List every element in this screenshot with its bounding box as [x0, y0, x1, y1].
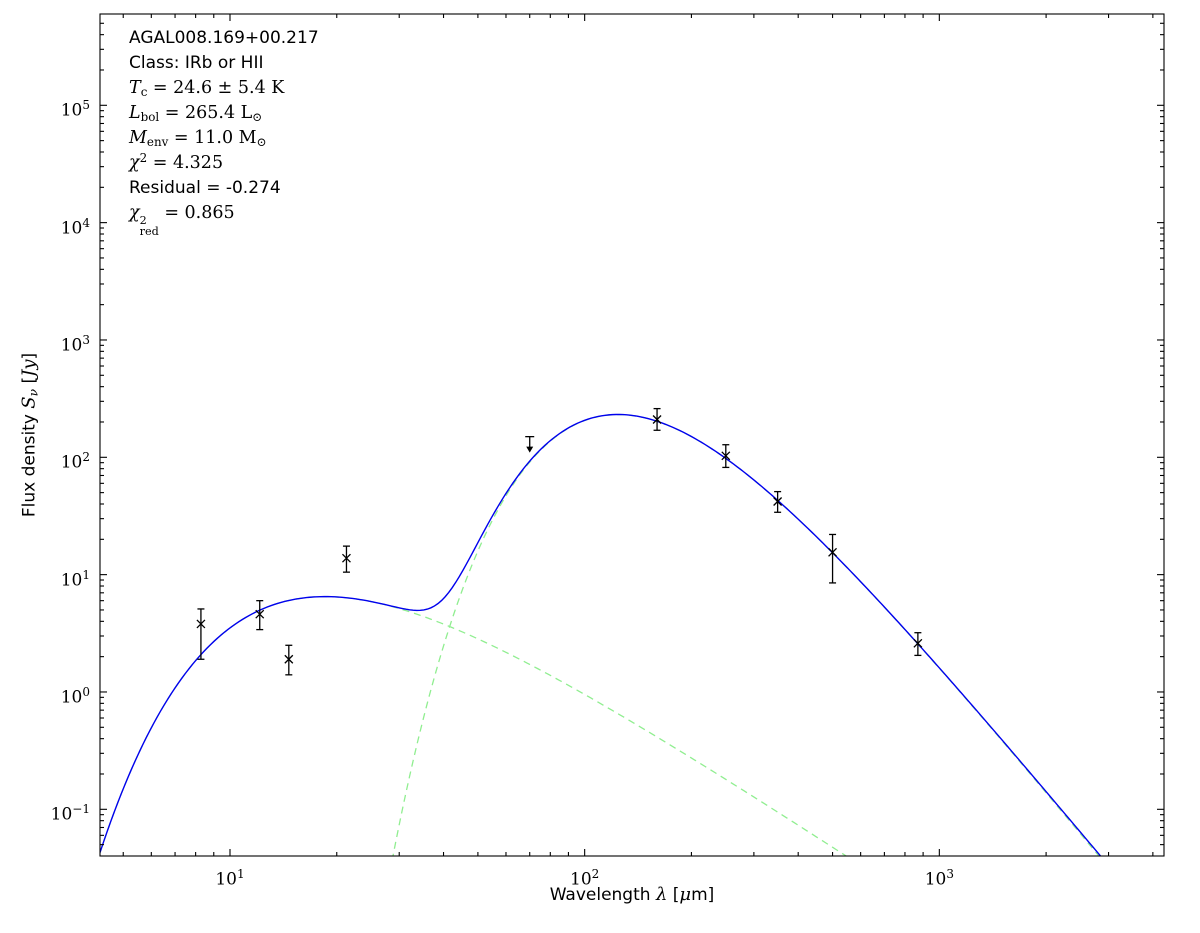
data-point [196, 608, 206, 660]
data-point [652, 407, 662, 431]
source-class: Class: IRb or HII [129, 51, 319, 76]
text-segment: χ [129, 153, 140, 173]
text-segment: M [129, 128, 147, 148]
text-segment: = 11.0 M [168, 128, 257, 148]
tick-exponent: 0 [82, 684, 90, 699]
text-segment: Wavelength [549, 885, 656, 905]
data-point [721, 444, 731, 469]
text-segment: ⊙ [256, 135, 267, 150]
data-point [828, 533, 838, 584]
tick-exponent: 2 [82, 450, 90, 465]
text-segment: χ [129, 203, 140, 223]
text-segment: λ [655, 884, 668, 905]
text-segment: T [129, 78, 141, 98]
warm-component-curve [100, 595, 848, 856]
tick-exponent: −1 [72, 802, 90, 817]
data-point [913, 632, 923, 657]
text-segment: S [18, 396, 40, 409]
y-tick-label: 100 [60, 684, 90, 708]
text-segment: = 265.4 L [159, 103, 253, 123]
text-segment: = 0.865 [158, 203, 235, 223]
text-segment: [ [19, 376, 40, 389]
total-fit-curve [100, 413, 1102, 856]
x-axis-label: Wavelength λ [μm] [550, 884, 715, 905]
text-segment: 2 [139, 151, 148, 166]
tick-exponent: 4 [82, 215, 90, 230]
envelope-mass: Menv = 11.0 M⊙ [129, 126, 319, 151]
y-tick-label: 102 [60, 450, 90, 473]
x-tick-label: 101 [215, 867, 245, 890]
text-segment: = 4.325 [147, 153, 224, 173]
text-segment: ⊙ [252, 110, 263, 125]
text-segment: = 24.6 ± 5.4 K [147, 78, 285, 98]
superscript: 2 [139, 214, 147, 228]
tick-exponent: 3 [946, 867, 954, 881]
y-tick-label: 101 [60, 567, 90, 591]
sup-sub-stack: 2 red [139, 214, 159, 239]
text-segment: L [129, 103, 141, 123]
data-point [255, 600, 265, 631]
data-point [773, 490, 783, 513]
tick-exponent: 2 [591, 867, 600, 881]
y-tick-label: 10−1 [50, 802, 90, 825]
tick-exponent: 5 [82, 98, 90, 113]
text-segment: Residual = -0.274 [129, 178, 281, 198]
text-segment: Class: IRb or HII [129, 53, 264, 73]
source-name: AGAL008.169+00.217 [129, 26, 319, 51]
text-segment: Jy [18, 359, 40, 377]
bolometric-luminosity: Lbol = 265.4 L⊙ [129, 101, 319, 126]
chi-squared-reduced: χ 2 red = 0.865 [129, 201, 319, 238]
data-point [342, 545, 351, 573]
text-segment: m] [691, 885, 715, 905]
text-segment: AGAL008.169+00.217 [129, 28, 319, 48]
plot-border [99, 13, 1165, 857]
text-segment: [ [667, 885, 680, 905]
text-segment: env [146, 135, 169, 150]
data-point [284, 644, 294, 676]
y-tick-label: 104 [60, 215, 90, 239]
text-segment: c [140, 85, 148, 100]
text-segment: ν [26, 388, 41, 397]
chi-squared: χ2 = 4.325 [129, 151, 319, 176]
upper-limit-point [525, 435, 535, 453]
subscript: red [139, 225, 159, 239]
x-tick-label: 103 [924, 867, 954, 890]
y-tick-label: 105 [60, 98, 90, 121]
text-segment: μ [679, 884, 692, 905]
tick-exponent: 1 [236, 867, 245, 881]
cold-dust-component-curve [392, 413, 1100, 856]
fit-parameters-annotation: AGAL008.169+00.217 Class: IRb or HII Tc = … [129, 26, 319, 238]
residual: Residual = -0.274 [129, 176, 319, 201]
dust-temperature: Tc = 24.6 ± 5.4 K [129, 76, 319, 101]
x-tick-label: 102 [570, 867, 600, 890]
text-segment: bol [140, 110, 160, 125]
axis-ticks [100, 14, 1164, 856]
tick-exponent: 1 [82, 567, 90, 582]
y-axis-label: Flux density Sν [Jy] [18, 353, 41, 517]
tick-exponent: 3 [82, 332, 90, 347]
y-tick-label: 103 [60, 332, 90, 356]
